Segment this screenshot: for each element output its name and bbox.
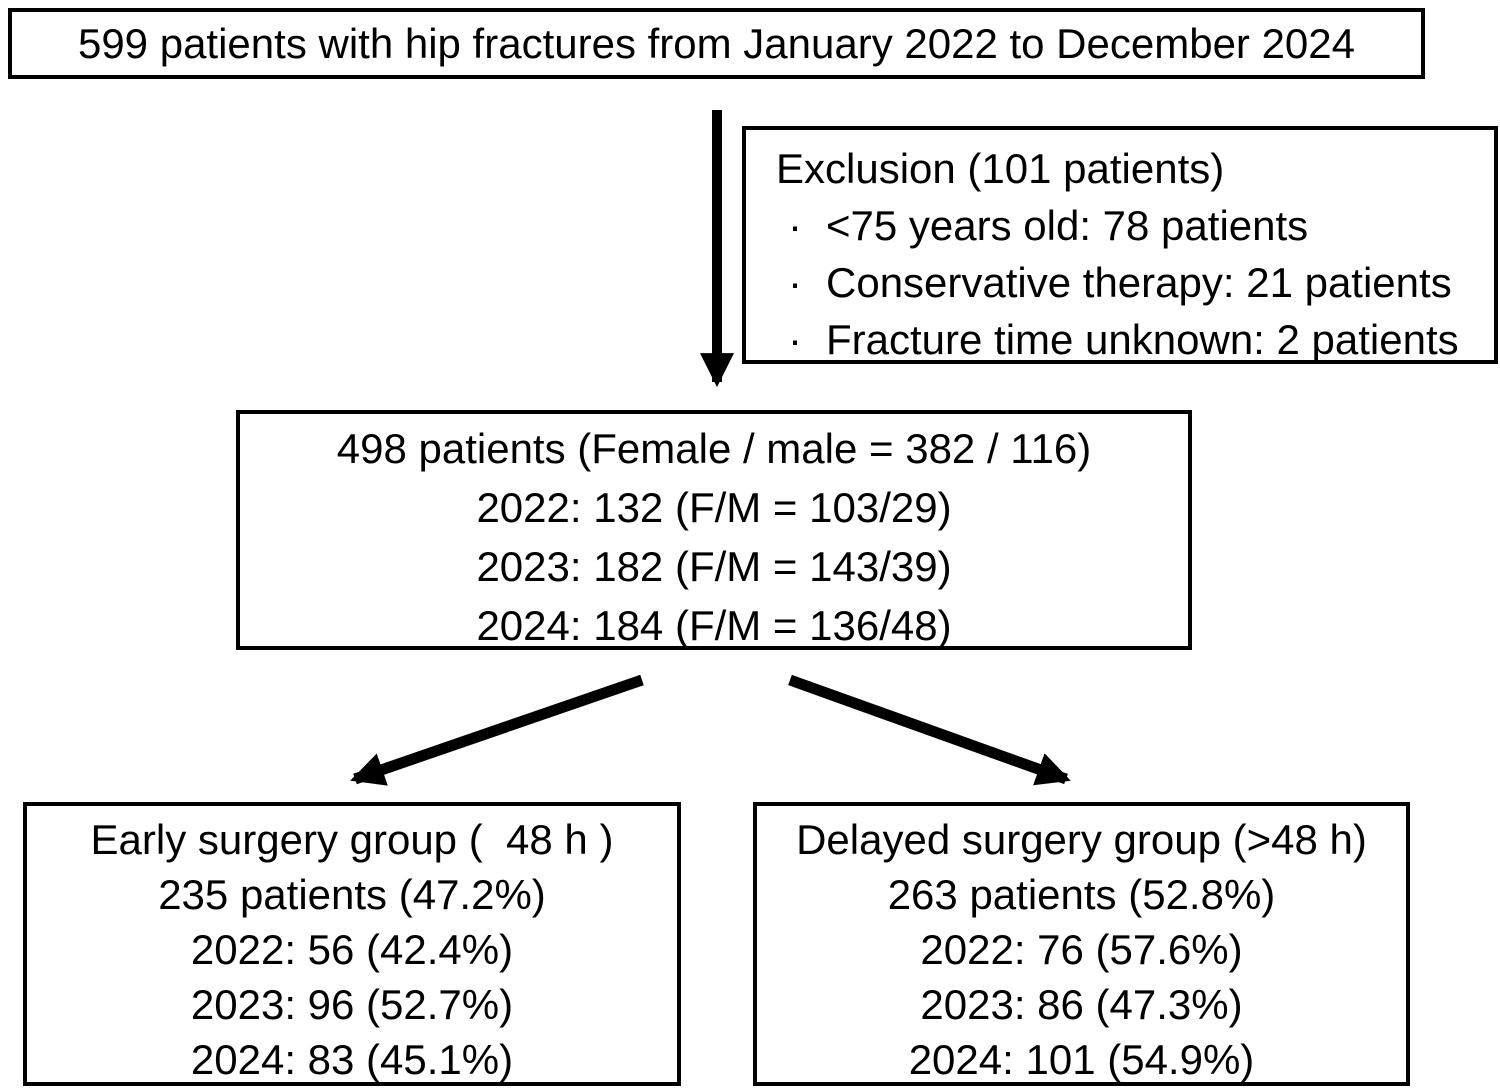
delayed-group-year-row: 2024: 101 (54.9%) <box>908 1036 1255 1083</box>
cohort-total-text: 498 patients (Female / male = 382 / 116) <box>336 425 1092 472</box>
exclusion-item: · Fracture time unknown: 2 patients <box>776 311 1494 368</box>
early-group-total: 235 patients (47.2%) <box>158 871 546 918</box>
exclusion-item-text: Conservative therapy: 21 patients <box>826 259 1452 306</box>
bullet-icon: · <box>788 259 802 306</box>
delayed-group-total: 263 patients (52.8%) <box>887 871 1276 918</box>
total-patients-box: 599 patients with hip fractures from Jan… <box>8 8 1425 79</box>
early-group-year-row: 2022: 56 (42.4%) <box>190 926 514 973</box>
total-patients-text: 599 patients with hip fractures from Jan… <box>77 19 1356 67</box>
arrow-cohort-to-delayed <box>788 674 1071 786</box>
exclusion-item-text: Fracture time unknown: 2 patients <box>826 316 1459 363</box>
delayed-group-title: Delayed surgery group (>48 h) <box>796 816 1367 863</box>
early-group-title: Early surgery group ( 48 h ) <box>90 816 614 863</box>
included-cohort-box: 498 patients (Female / male = 382 / 116)… <box>236 410 1192 650</box>
exclusion-item: · <75 years old: 78 patients <box>776 197 1494 254</box>
early-group-year-row: 2023: 96 (52.7%) <box>190 981 514 1028</box>
bullet-icon: · <box>788 316 802 363</box>
delayed-surgery-group-box: Delayed surgery group (>48 h) 263 patien… <box>753 802 1410 1086</box>
cohort-year-row: 2024: 184 (F/M = 136/48) <box>476 602 952 649</box>
delayed-group-year-row: 2022: 76 (57.6%) <box>920 926 1243 973</box>
exclusion-item: · Conservative therapy: 21 patients <box>776 254 1494 311</box>
early-surgery-group-box: Early surgery group ( 48 h ) 235 patient… <box>23 802 681 1086</box>
early-group-year-row: 2024: 83 (45.1%) <box>190 1036 514 1083</box>
exclusion-item-text: <75 years old: 78 patients <box>826 202 1309 249</box>
cohort-year-row: 2023: 182 (F/M = 143/39) <box>476 543 952 590</box>
arrow-cohort-to-early <box>350 674 644 786</box>
cohort-year-row: 2022: 132 (F/M = 103/29) <box>476 484 952 531</box>
exclusion-title: Exclusion (101 patients) <box>776 145 1225 192</box>
bullet-icon: · <box>788 202 802 249</box>
exclusion-box: Exclusion (101 patients) · <75 years old:… <box>742 126 1498 364</box>
delayed-group-year-row: 2023: 86 (47.3%) <box>920 981 1243 1028</box>
